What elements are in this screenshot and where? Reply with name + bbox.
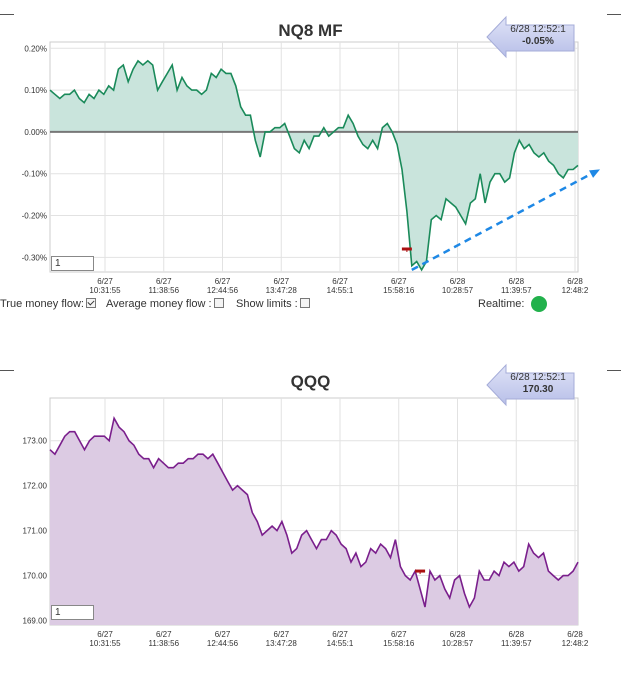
x-tick-time: 10:28:57 — [442, 639, 474, 648]
x-tick-time: 14:55:1 — [327, 639, 354, 648]
x-tick-date: 6/28 — [450, 630, 466, 639]
x-tick-time: 13:47:28 — [266, 286, 298, 295]
x-tick-date: 6/28 — [567, 630, 583, 639]
show-limits-label: Show limits : — [236, 298, 298, 310]
x-tick-time: 12:44:56 — [207, 639, 239, 648]
y-tick-label: -0.10% — [22, 170, 47, 179]
mf-zoom-input[interactable]: 1 — [51, 256, 94, 271]
show-limits-checkbox[interactable] — [299, 298, 310, 308]
true-mf-control[interactable]: True money flow: — [0, 298, 98, 310]
qqq-value-callout: 6/28 12:52:1 170.30 — [486, 363, 576, 407]
series-area — [50, 60, 578, 270]
qqq-zoom-input[interactable]: 1 — [51, 605, 94, 620]
series-line — [49, 415, 579, 609]
series-area — [50, 418, 578, 625]
mf-callout-date: 6/28 12:52:1 — [510, 24, 566, 35]
x-tick-time: 11:39:57 — [501, 286, 532, 295]
left-edge-mark — [0, 370, 14, 371]
x-tick-time: 10:31:55 — [89, 286, 121, 295]
y-tick-label: 173.00 — [23, 437, 48, 446]
x-tick-time: 11:38:56 — [148, 639, 179, 648]
x-tick-date: 6/27 — [156, 277, 172, 286]
mf-callout-value: -0.05% — [522, 36, 554, 47]
y-tick-label: 0.10% — [24, 86, 47, 95]
x-tick-time: 15:58:16 — [383, 286, 415, 295]
qqq-chart-panel: QQQ 173.00 172.00 171.00 170.00 169.00 6/27 10… — [0, 360, 621, 660]
x-tick-time: 14:55:1 — [327, 286, 354, 295]
series-line — [49, 59, 579, 272]
y-tick-label: 171.00 — [23, 527, 48, 536]
x-tick-date: 6/27 — [97, 630, 113, 639]
y-tick-label: 170.00 — [23, 572, 48, 581]
y-tick-label: 169.00 — [23, 617, 48, 626]
mf-chart-panel: NQ8 MF 0.20% 0.10% 0.00% -0.10% -0.20% -0.30%… — [0, 0, 621, 320]
x-tick-date: 6/28 — [567, 277, 583, 286]
x-tick-date: 6/27 — [391, 630, 407, 639]
left-edge-mark — [0, 14, 14, 15]
x-tick-date: 6/27 — [273, 630, 289, 639]
qqq-chart-title: QQQ — [290, 372, 331, 391]
qqq-callout-value: 170.30 — [522, 384, 554, 395]
avg-mf-label: Average money flow : — [106, 298, 212, 310]
y-tick-label: 172.00 — [23, 482, 48, 491]
x-tick-date: 6/28 — [450, 277, 466, 286]
y-tick-label: 0.20% — [24, 44, 47, 53]
x-tick-time: 12:44:56 — [207, 286, 239, 295]
avg-mf-checkbox[interactable] — [213, 298, 224, 308]
trend-arrow-line — [411, 171, 595, 272]
x-tick-time: 11:38:56 — [148, 286, 179, 295]
x-tick-date: 6/28 — [508, 630, 524, 639]
true-mf-label: True money flow: — [0, 298, 84, 310]
y-tick-label: -0.20% — [22, 212, 47, 221]
avg-mf-control[interactable]: Average money flow : — [106, 298, 226, 310]
x-tick-date: 6/27 — [215, 277, 231, 286]
x-tick-time: 11:39:57 — [501, 639, 532, 648]
mf-value-callout: 6/28 12:52:1 -0.05% — [486, 15, 576, 59]
x-tick-time: 12:48:2 — [562, 286, 589, 295]
x-tick-time: 13:47:28 — [266, 639, 298, 648]
status-dot-icon[interactable] — [531, 296, 547, 312]
x-tick-date: 6/27 — [332, 277, 348, 286]
realtime-label: Realtime: — [478, 298, 525, 310]
x-tick-date: 6/27 — [215, 630, 231, 639]
x-tick-date: 6/27 — [391, 277, 407, 286]
x-tick-time: 15:58:16 — [383, 639, 415, 648]
x-tick-time: 10:31:55 — [89, 639, 121, 648]
x-tick-time: 10:28:57 — [442, 286, 474, 295]
y-tick-label: -0.30% — [22, 253, 47, 262]
y-tick-label: 0.00% — [24, 128, 47, 137]
mf-chart-title: NQ8 MF — [278, 21, 343, 40]
mf-chart[interactable]: 0.20%0.10%0.00%-0.10%-0.20%-0.30%6/2710:… — [0, 0, 621, 300]
qqq-callout-date: 6/28 12:52:1 — [510, 372, 566, 383]
x-tick-date: 6/27 — [332, 630, 348, 639]
right-edge-mark — [607, 370, 621, 371]
show-limits-control[interactable]: Show limits : — [236, 298, 312, 310]
x-tick-date: 6/28 — [508, 277, 524, 286]
trend-arrowhead — [589, 169, 600, 178]
qqq-chart[interactable]: 173.00172.00171.00170.00169.006/2710:31:… — [0, 360, 621, 660]
x-tick-date: 6/27 — [97, 277, 113, 286]
x-tick-date: 6/27 — [273, 277, 289, 286]
x-tick-time: 12:48:2 — [562, 639, 589, 648]
true-mf-checkbox[interactable] — [85, 298, 96, 308]
chart-controls: True money flow: Average money flow : Sh… — [0, 296, 621, 314]
x-tick-date: 6/27 — [156, 630, 172, 639]
right-edge-mark — [607, 14, 621, 15]
left-arrow-callout-icon — [486, 363, 575, 407]
left-arrow-callout-icon — [486, 15, 575, 59]
